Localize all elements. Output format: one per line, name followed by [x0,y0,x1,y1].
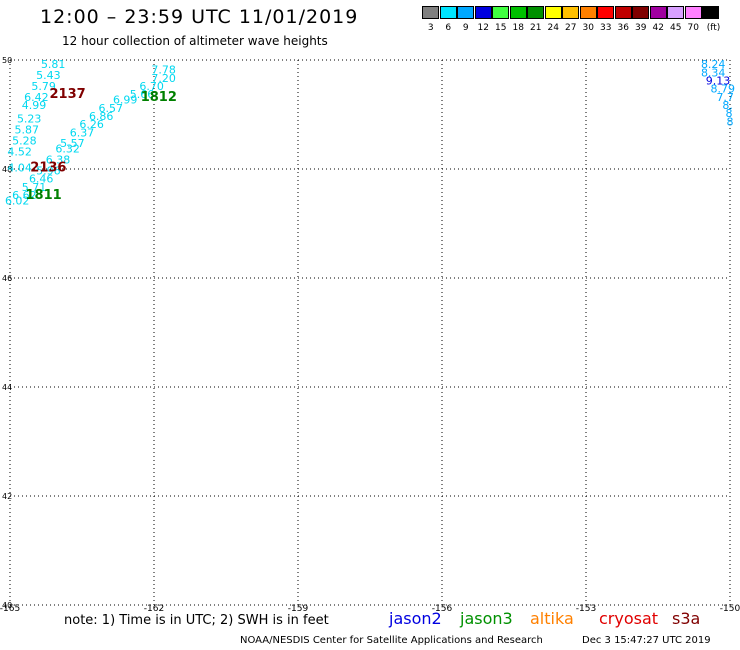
wave-height-value: 6.02 [5,194,30,207]
colorbar-label: 42 [652,23,664,33]
pass-time-label: 2137 [50,87,86,102]
latitude-tick-label: 40 [2,601,12,610]
wave-height-value: 6.46 [29,173,54,186]
satellite-legend-item: altika [530,609,574,628]
wave-height-value: 5.79 [31,80,56,93]
wave-height-value: 5.57 [60,137,85,150]
wave-height-value: 6.26 [79,118,104,131]
colorbar-swatch [684,6,702,19]
wave-height-value: 5.87 [15,124,40,137]
colorbar-swatch [509,6,527,19]
wave-height-value: 6.99 [113,94,138,107]
satellite-legend-item: cryosat [599,609,659,628]
colorbar-swatch [422,6,439,19]
colorbar-swatch [632,6,649,19]
latitude-tick-label: 48 [2,165,12,174]
map-subtitle: 12 hour collection of altimeter wave hei… [62,34,328,48]
colorbar-swatch [702,6,719,19]
pass-time-label: 2136 [30,161,66,176]
wave-height-value: 8.24 [701,58,726,71]
colorbar-label: 12 [477,23,489,33]
wave-height-value: 8.34 [701,66,726,79]
colorbar-label: 39 [635,23,647,33]
footer-credit: NOAA/NESDIS Center for Satellite Applica… [240,635,543,646]
wave-height-value: 7.78 [151,64,176,77]
footer-timestamp: Dec 3 15:47:27 UTC 2019 [582,635,711,646]
wave-height-value: 6.42 [24,91,49,104]
wave-height-value: 6.32 [55,143,80,156]
wave-height-value: 8. [722,99,733,112]
satellite-legend-item: jason3 [460,609,513,628]
wave-height-value: 6.70 [139,80,164,93]
satellite-legend-item: jason2 [389,609,442,628]
colorbar-swatch [474,6,492,19]
colorbar-label: 24 [547,23,559,33]
longitude-tick-label: -153 [576,604,596,614]
wave-height-value: 9.13 [706,75,731,88]
colorbar-label: 27 [565,23,577,33]
wave-height-value: 4.04 [7,162,32,175]
footer-note: note: 1) Time is in UTC; 2) SWH is in fe… [64,613,329,628]
wave-height-value: 8 [727,115,734,128]
wave-height-value: 6.57 [99,102,124,115]
wave-height-value: 6.62 [12,189,37,202]
wave-height-value: 5.23 [17,113,42,126]
colorbar-swatch [649,6,667,19]
colorbar-label: 70 [687,23,699,33]
wave-height-value: 5.43 [36,69,61,82]
colorbar-label: 18 [512,23,524,33]
pass-time-label: 1812 [141,90,177,105]
colorbar-unit: (ft) [706,23,721,33]
colorbar-swatch [439,6,457,19]
wave-height-value: 5.66 [130,88,155,101]
colorbar-label: 6 [445,23,452,33]
wave-height-value: 7.20 [151,72,176,85]
wave-height-value: 8.79 [711,83,736,96]
wave-height-value: 5.96 [36,164,61,177]
wave-height-value: 5.71 [22,181,47,194]
longitude-tick-label: -159 [288,604,309,614]
wave-height-value: 6.37 [70,126,95,139]
latitude-tick-label: 50 [2,56,12,65]
colorbar-label: 33 [600,23,612,33]
colorbar-swatch [562,6,579,19]
wave-height-value: 4.52 [7,145,32,158]
longitude-tick-label: -162 [144,604,164,614]
wave-height-value: 5.28 [12,134,37,147]
colorbar-swatch [597,6,614,19]
colorbar-label: 15 [495,23,507,33]
colorbar-swatch [579,6,597,19]
colorbar-swatch [544,6,562,19]
wave-height-value: 6.38 [46,154,71,167]
latitude-tick-label: 46 [2,274,12,283]
colorbar-label: 21 [530,23,542,33]
colorbar-swatch [457,6,474,19]
colorbar-swatch [492,6,509,19]
longitude-tick-label: -156 [432,604,453,614]
latitude-tick-label: 44 [2,383,12,392]
colorbar-swatch [614,6,632,19]
latitude-tick-label: 42 [2,492,12,501]
pass-time-label: 1811 [26,188,62,203]
map-title: 12:00 – 23:59 UTC 11/01/2019 [40,6,359,28]
wave-height-value: 7.7 [716,91,734,104]
colorbar-label: 36 [617,23,629,33]
wave-height-value: 5.81 [41,58,66,71]
colorbar-label: 3 [427,23,434,33]
satellite-legend-item: s3a [672,609,701,628]
colorbar-label: 45 [670,23,682,33]
longitude-tick-label: -165 [0,604,20,614]
colorbar-swatch [527,6,544,19]
wave-height-value: 8 [726,107,733,120]
colorbar-label: 9 [462,23,469,33]
longitude-tick-label: -150 [720,604,740,614]
colorbar-swatch [667,6,684,19]
colorbar-label: 30 [582,23,594,33]
wave-height-value: 4.99 [22,99,47,112]
wave-height-value: 6.86 [89,110,114,123]
